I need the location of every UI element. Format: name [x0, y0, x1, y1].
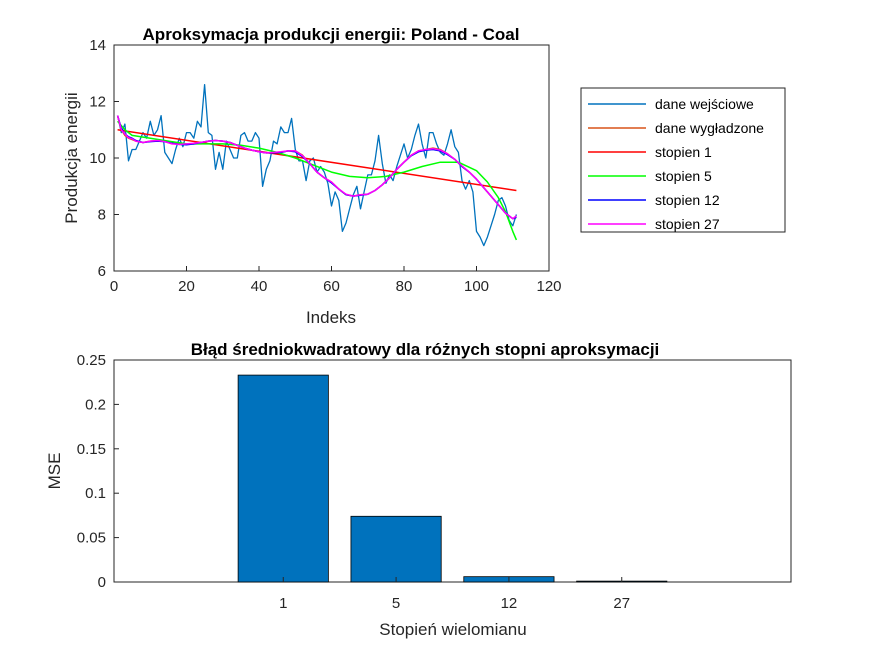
- bottom-y-tick-label: 0: [98, 574, 106, 591]
- top-plot-area: [113, 44, 550, 272]
- legend-entry-label: dane wejściowe: [655, 96, 754, 112]
- legend-entry-label: stopien 1: [655, 144, 712, 160]
- bottom-bars: [237, 374, 668, 583]
- legend-entry-label: stopien 5: [655, 168, 712, 184]
- top-chart-title: Aproksymacja produkcji energii: Poland -…: [143, 25, 520, 44]
- top-x-tick-label: 120: [536, 278, 561, 295]
- legend-box: [580, 87, 786, 233]
- bottom-chart-title: Błąd średniokwadratowy dla różnych stopn…: [191, 340, 660, 359]
- bottom-x-tick-label: 1: [279, 595, 287, 612]
- bottom-y-tick-label: 0.15: [77, 441, 106, 458]
- bottom-x-tick-label: 27: [613, 595, 630, 612]
- bottom-chart: 0 0.05 0.1 0.15 0.2 0.25 1 5 12 27 Błąd średniok…: [45, 340, 792, 639]
- bottom-y-tick-label: 0.05: [77, 530, 106, 547]
- top-y-ticks: 6 8 10 12 14: [89, 37, 119, 280]
- top-x-tick-label: 20: [178, 278, 195, 295]
- legend-entry-label: dane wygładzone: [655, 120, 764, 136]
- top-y-tick-label: 14: [89, 37, 106, 54]
- series-line-2: [117, 129, 517, 192]
- bottom-x-axis-label: Stopień wielomianu: [379, 620, 526, 639]
- bar-5: [350, 515, 442, 583]
- top-x-tick-label: 0: [110, 278, 118, 295]
- top-y-axis-label: Produkcja energii: [62, 92, 81, 223]
- top-y-tick-label: 12: [89, 94, 106, 111]
- bottom-y-tick-label: 0.1: [85, 485, 106, 502]
- top-x-tick-label: 60: [323, 278, 340, 295]
- legend: dane wejściowe dane wygładzone stopien 1 st…: [580, 87, 786, 233]
- legend-entry-label: stopien 27: [655, 216, 720, 232]
- bottom-plot-area: [113, 359, 792, 583]
- top-y-tick-label: 10: [89, 150, 106, 167]
- top-y-tick-label: 6: [98, 263, 106, 280]
- top-series-lines: [116, 83, 518, 247]
- bottom-x-tick-label: 12: [501, 595, 518, 612]
- series-line-5: [116, 115, 517, 220]
- bottom-y-axis-label: MSE: [45, 453, 64, 490]
- bottom-x-ticks: 1 5 12 27: [279, 577, 630, 612]
- top-x-tick-label: 80: [396, 278, 413, 295]
- legend-entry-label: stopien 12: [655, 192, 720, 208]
- top-x-axis-label: Indeks: [306, 308, 356, 327]
- top-y-tick-label: 8: [98, 207, 106, 224]
- top-x-tick-label: 40: [251, 278, 268, 295]
- top-x-ticks: 0 20 40 60 80 100 120: [110, 266, 562, 295]
- top-x-tick-label: 100: [464, 278, 489, 295]
- bottom-y-tick-label: 0.2: [85, 396, 106, 413]
- bottom-x-tick-label: 5: [392, 595, 400, 612]
- bottom-y-tick-label: 0.25: [77, 352, 106, 369]
- bottom-y-ticks: 0 0.05 0.1 0.15 0.2 0.25: [77, 352, 119, 591]
- bar-1: [237, 374, 329, 583]
- top-chart: 6 8 10 12 14 0 20 40 60 80 100 120 Aproksymacja pr…: [62, 25, 786, 327]
- series-line-3: [117, 120, 518, 241]
